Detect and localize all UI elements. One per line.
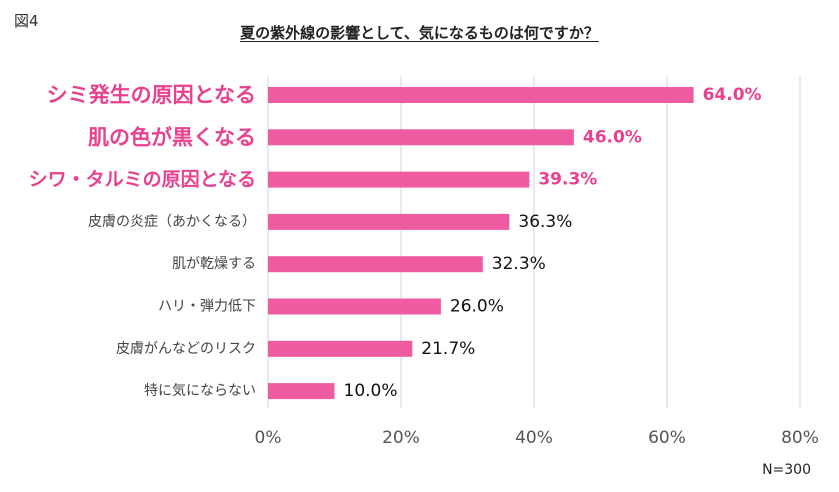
x-tick-label: 40% xyxy=(515,428,553,448)
bar xyxy=(268,87,694,103)
x-tick-label: 60% xyxy=(648,428,686,448)
bar xyxy=(268,340,413,357)
category-label: 肌の色が黒くなる xyxy=(88,125,256,149)
category-label: 特に気にならない xyxy=(144,383,256,399)
data-label: 39.3% xyxy=(538,170,597,190)
category-label: 肌が乾燥する xyxy=(172,256,256,272)
x-tick-label: 0% xyxy=(255,428,282,448)
data-label: 32.3% xyxy=(492,254,546,274)
data-label: 64.0% xyxy=(703,85,762,105)
figure-label: 図4 xyxy=(14,12,39,30)
data-label: 10.0% xyxy=(344,381,398,401)
data-label: 21.7% xyxy=(421,339,475,359)
bar xyxy=(268,129,574,146)
category-label: ハリ・弾力低下 xyxy=(158,299,256,315)
x-tick-label: 80% xyxy=(781,428,819,448)
bar xyxy=(268,298,441,315)
x-tick-label: 20% xyxy=(382,428,420,448)
data-label: 46.0% xyxy=(583,127,642,147)
chart-title: 夏の紫外線の影響として、気になるものは何ですか？ xyxy=(240,24,599,42)
category-label: シミ発生の原因となる xyxy=(47,83,256,107)
category-label: 皮膚がんなどのリスク xyxy=(116,341,256,357)
bar xyxy=(268,213,510,230)
bar xyxy=(268,383,335,400)
data-label: 36.3% xyxy=(518,212,572,232)
category-label: 皮膚の炎症（あかくなる） xyxy=(88,214,256,230)
category-label: シワ・タルミの原因となる xyxy=(29,169,256,191)
data-label: 26.0% xyxy=(450,297,504,317)
bar xyxy=(268,256,483,273)
sample-size-note: N=300 xyxy=(762,462,811,478)
bar xyxy=(268,171,530,188)
